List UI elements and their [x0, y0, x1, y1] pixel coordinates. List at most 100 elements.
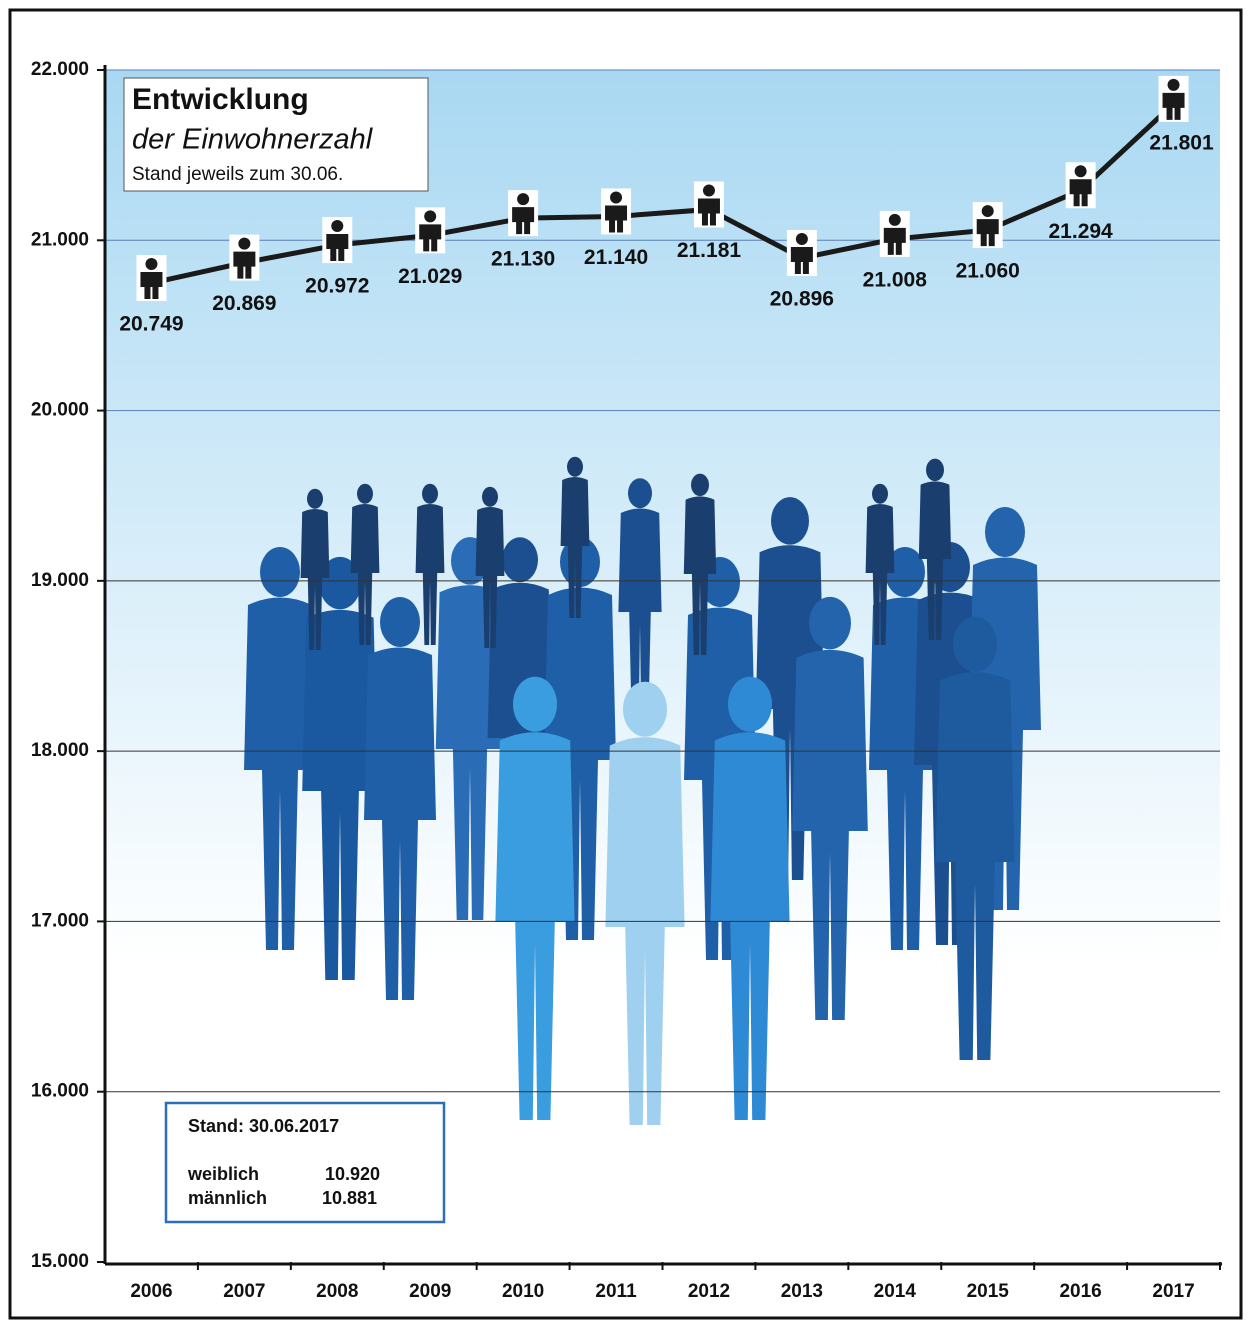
silhouette-head [885, 547, 925, 597]
marker-body [1069, 179, 1092, 207]
info-box-frame [164, 1101, 446, 1224]
silhouette-head [482, 486, 498, 507]
silhouette-body [300, 509, 330, 650]
person-marker [322, 217, 353, 264]
silhouette-body [350, 504, 380, 645]
person-marker [601, 188, 632, 235]
y-tick-label: 16.000 [31, 1081, 89, 1102]
marker-head [238, 237, 251, 250]
silhouette-body [865, 504, 895, 645]
person-marker [508, 190, 539, 237]
chart-subtitle: der Einwohnerzahl [132, 124, 374, 156]
marker-body [883, 227, 906, 255]
x-tick-label: 2008 [316, 1281, 358, 1302]
value-label: 21.294 [1049, 220, 1114, 243]
marker-head [424, 210, 437, 223]
info-label: männlich [188, 1188, 267, 1208]
marker-head [517, 193, 530, 206]
value-label: 20.972 [305, 275, 369, 298]
silhouette-body [244, 597, 316, 950]
silhouette-head [319, 556, 361, 610]
person-marker [972, 202, 1003, 249]
plot: 15.000 16.000 17.000 18.000 19.000 20.000 21.0… [31, 59, 1221, 1302]
person-marker [786, 229, 817, 276]
value-label: 21.130 [491, 248, 555, 271]
title-box: Entwicklung der Einwohnerzahl Stand jewe… [123, 77, 429, 192]
silhouette-body [495, 732, 575, 1120]
person-marker [879, 210, 910, 257]
title-box-frame [123, 77, 429, 192]
silhouette-body [935, 672, 1015, 1060]
y-tick-label: 15.000 [31, 1251, 89, 1272]
silhouette-head [691, 473, 709, 497]
marker-body [790, 246, 813, 274]
x-tick-label: 2006 [130, 1281, 172, 1302]
silhouette-body [918, 481, 952, 640]
marker-head [1167, 78, 1180, 91]
marker-head [1074, 165, 1087, 178]
marker-body [512, 207, 535, 235]
value-label: 21.801 [1149, 131, 1214, 154]
marker-body [605, 205, 628, 233]
x-tick-label: 2015 [967, 1281, 1010, 1302]
value-label: 20.749 [119, 313, 183, 336]
x-tick-label: 2012 [688, 1281, 730, 1302]
marker-body [140, 272, 163, 300]
y-tick-label: 17.000 [31, 910, 89, 931]
person-marker [229, 234, 260, 281]
silhouette-body [755, 545, 825, 880]
marker-body [233, 251, 256, 279]
silhouette-body [435, 585, 505, 920]
info-title: Stand: 30.06.2017 [188, 1116, 339, 1136]
silhouette-head [513, 676, 557, 732]
info-box: Stand: 30.06.2017 weiblich 10.920 männli… [164, 1101, 446, 1224]
value-label: 21.181 [677, 239, 742, 262]
x-tick-label: 2010 [502, 1281, 544, 1302]
decorative-crowd [244, 456, 1041, 1125]
x-tick-label: 2009 [409, 1281, 451, 1302]
info-value: 10.920 [325, 1164, 380, 1184]
y-tick-label: 21.000 [31, 229, 89, 250]
silhouette-body [364, 647, 436, 1000]
marker-head [795, 232, 808, 245]
silhouette-body [605, 737, 685, 1125]
x-tick-label: 2013 [781, 1281, 823, 1302]
x-tick-label: 2011 [595, 1281, 637, 1302]
marker-head [610, 191, 623, 204]
value-label: 20.869 [212, 292, 276, 315]
silhouette-head [985, 507, 1025, 557]
silhouette-head [628, 478, 652, 509]
silhouette-head [380, 597, 420, 647]
info-label: weiblich [187, 1164, 259, 1184]
marker-head [702, 184, 715, 197]
value-label: 21.140 [584, 246, 648, 269]
silhouette-head [307, 488, 323, 509]
marker-head [888, 213, 901, 226]
silhouette-body [302, 609, 378, 980]
silhouette-body [792, 649, 868, 1020]
marker-head [331, 220, 344, 233]
silhouette-head [567, 456, 583, 477]
value-label: 21.029 [398, 265, 462, 288]
silhouette-head [623, 681, 667, 737]
silhouette-head [502, 537, 538, 583]
silhouette-head [872, 483, 888, 504]
silhouette-body [683, 496, 717, 655]
person-marker [136, 255, 167, 302]
marker-head [981, 205, 994, 218]
silhouette-body [618, 508, 662, 720]
marker-body [697, 198, 720, 226]
marker-body [1162, 92, 1185, 120]
silhouette-head [260, 547, 300, 597]
x-tick-label: 2014 [874, 1281, 917, 1302]
x-tick-label: 2016 [1059, 1281, 1101, 1302]
person-marker [1158, 75, 1189, 122]
chart-title: Entwicklung [132, 83, 309, 116]
y-tick-label: 20.000 [31, 400, 89, 421]
silhouette-body [415, 504, 445, 645]
marker-body [419, 224, 442, 252]
value-label: 21.008 [863, 268, 928, 291]
y-tick-label: 19.000 [31, 570, 89, 591]
